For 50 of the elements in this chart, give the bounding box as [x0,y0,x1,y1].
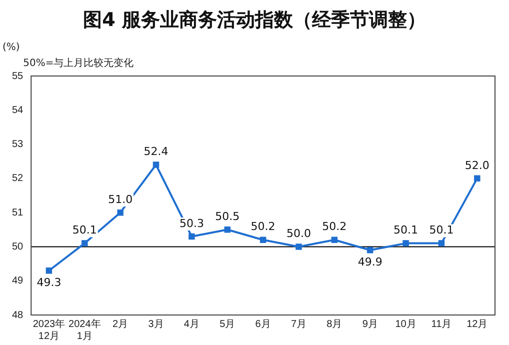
x-tick-label: 3月 [148,318,164,330]
point [331,236,338,244]
text: 49.9 [358,255,382,268]
point [152,162,160,168]
x-tick-label: 9月 [362,318,378,330]
point [260,236,266,244]
x-tick-label: 2月 [112,318,128,330]
y-tick-label: 51 [12,207,24,218]
x-tick-label: 10月 [395,318,416,330]
point [402,240,409,246]
point [438,240,445,246]
chart-title: 图4 服务业商务活动指数（经季节调整） [82,8,427,33]
point [117,209,124,216]
text: 49.3 [36,276,62,289]
x-tick-label: 7月 [290,318,307,330]
x-tick-label: 8月 [326,318,342,330]
y-tick-label: 50 [12,241,24,252]
text: 50.1 [394,224,418,237]
y-tick-label: 52 [12,173,24,184]
point [296,244,302,250]
text: 50.1 [429,224,454,237]
text: 50.2 [250,220,276,234]
text: 50.3 [179,216,204,230]
x-tick-label: 5月 [220,318,236,330]
point [188,233,195,240]
x-tick-label: 4月 [184,318,200,330]
point [474,175,480,182]
y-tick-label: 53 [12,139,24,150]
point [82,240,88,246]
y-axis-title: (%) [2,42,20,53]
point [224,226,230,233]
point [366,247,374,254]
text: 50.0 [286,227,311,240]
x-tick-label: 6月 [255,318,271,330]
y-tick-label: 49 [12,276,24,287]
point [46,267,52,274]
x-tick-label: 12月 [466,318,488,330]
y-tick-label: 54 [12,104,24,116]
text: 52.4 [144,145,168,158]
text: 52.0 [464,158,490,172]
x-tick-label: 2024年 1月 [68,318,101,342]
text: 50.1 [72,224,97,237]
y-tick-label: 55 [12,70,24,82]
text: 50.2 [322,220,347,234]
x-tick-label: 11月 [431,318,452,330]
text: 51.0 [108,192,133,206]
y-tick-label: 48 [12,310,24,321]
x-tick-label: 2023年 12月 [32,318,66,342]
text: 50.5 [215,210,240,223]
text: 50%=与上月比较无变化 [23,57,134,69]
